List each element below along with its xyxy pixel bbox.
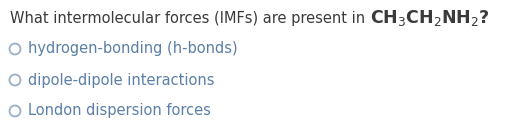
Text: hydrogen-bonding (h-bonds): hydrogen-bonding (h-bonds) bbox=[28, 42, 238, 56]
Text: What intermolecular forces (IMFs) are present in: What intermolecular forces (IMFs) are pr… bbox=[10, 10, 370, 26]
Text: dipole-dipole interactions: dipole-dipole interactions bbox=[28, 72, 214, 88]
Text: London dispersion forces: London dispersion forces bbox=[28, 103, 211, 119]
Text: CH$_3$CH$_2$NH$_2$?: CH$_3$CH$_2$NH$_2$? bbox=[370, 7, 489, 28]
